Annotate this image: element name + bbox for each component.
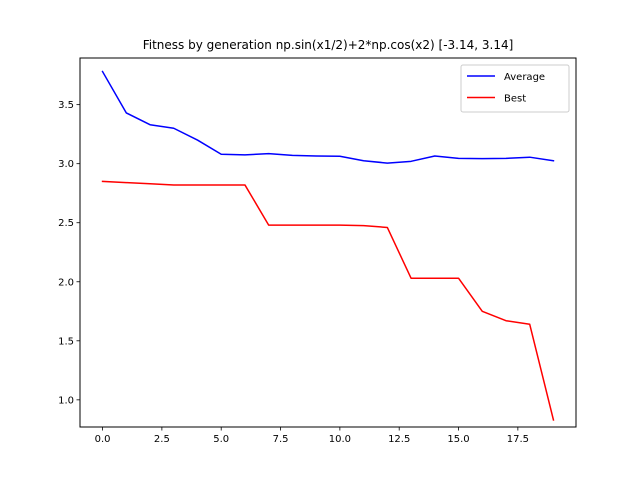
y-axis: 1.0 1.5 2.0 2.5 3.0 3.5	[58, 100, 80, 406]
x-tick-label: 7.5	[273, 434, 289, 445]
x-tick-label: 17.5	[507, 434, 529, 445]
series-layer	[101, 70, 555, 421]
legend-label-best: Best	[504, 94, 526, 105]
plot-frame	[79, 57, 577, 428]
x-tick-label: 12.5	[388, 434, 410, 445]
x-tick-label: 15.0	[447, 434, 469, 445]
chart-title: Fitness by generation np.sin(x1/2)+2*np.…	[143, 38, 514, 52]
x-tick-label: 10.0	[329, 434, 351, 445]
y-tick-label: 1.0	[58, 395, 74, 406]
series-line-average	[101, 70, 555, 164]
x-tick-label: 2.5	[154, 434, 170, 445]
y-tick-label: 1.5	[58, 336, 74, 347]
y-tick-label: 3.0	[58, 159, 74, 170]
y-tick-label: 2.0	[58, 277, 74, 288]
y-tick-label: 2.5	[58, 218, 74, 229]
x-tick-label: 5.0	[213, 434, 229, 445]
x-axis: 0.0 2.5 5.0 7.5 10.0 12.5 15.0 17.5	[95, 427, 529, 445]
y-tick-label: 3.5	[58, 100, 74, 111]
series-line-best	[101, 180, 555, 421]
legend-label-average: Average	[504, 72, 545, 83]
legend: Average Best	[460, 64, 570, 113]
x-tick-label: 0.0	[95, 434, 111, 445]
